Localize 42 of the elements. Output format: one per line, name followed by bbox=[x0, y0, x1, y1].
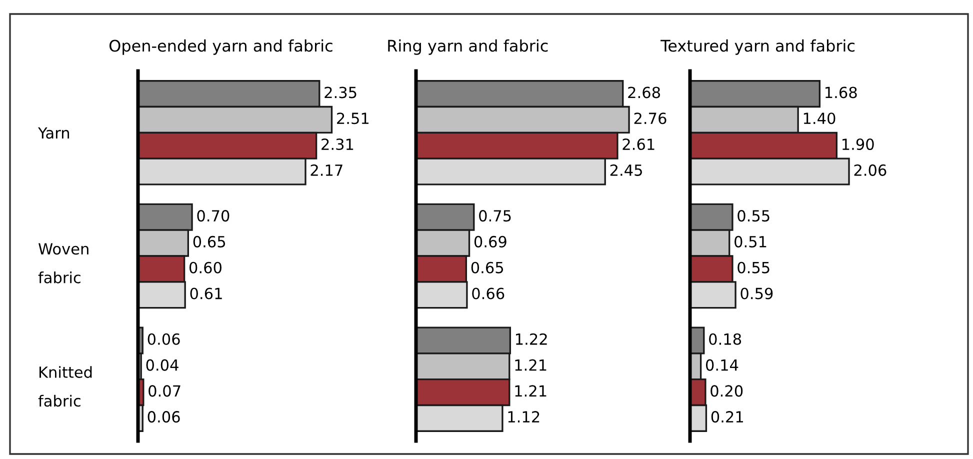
data-label: 0.55 bbox=[738, 210, 770, 222]
data-label: 0.14 bbox=[706, 359, 738, 371]
data-label: 1.22 bbox=[516, 333, 547, 345]
data-label: 0.18 bbox=[709, 333, 742, 345]
data-label: 0.51 bbox=[734, 236, 766, 248]
data-label: 2.31 bbox=[322, 138, 354, 150]
data-label: 2.68 bbox=[628, 86, 660, 98]
chart-title: Open-ended yarn and fabric bbox=[109, 39, 332, 55]
y-tick-label: Woven fabric bbox=[38, 243, 88, 284]
data-label: 0.59 bbox=[740, 288, 773, 300]
data-label: 0.75 bbox=[479, 210, 511, 222]
data-label: 1.12 bbox=[508, 411, 540, 422]
data-label: 0.06 bbox=[148, 411, 180, 423]
y-tick-label: Knitted fabric bbox=[38, 366, 92, 407]
y-tick-label: Yarn bbox=[38, 127, 69, 139]
data-label: 1.40 bbox=[804, 112, 836, 124]
data-label: 0.20 bbox=[710, 385, 743, 397]
chart-title: Textured yarn and fabric bbox=[660, 39, 854, 55]
data-label: 2.61 bbox=[622, 138, 654, 150]
data-label: 1.21 bbox=[515, 385, 546, 396]
data-label: 2.45 bbox=[610, 164, 642, 176]
data-label: 1.90 bbox=[842, 138, 874, 150]
data-label: 0.70 bbox=[197, 210, 230, 222]
data-label: 0.04 bbox=[146, 359, 178, 371]
data-label: 2.35 bbox=[324, 86, 356, 98]
data-label: 0.21 bbox=[711, 411, 743, 423]
data-label: 0.65 bbox=[193, 236, 226, 248]
data-label: 0.65 bbox=[471, 262, 504, 274]
data-label: 0.66 bbox=[472, 288, 504, 300]
data-label: 0.60 bbox=[189, 262, 222, 274]
data-label: 0.61 bbox=[190, 288, 222, 300]
data-label: 0.07 bbox=[148, 385, 180, 397]
data-label: 1.68 bbox=[826, 86, 857, 98]
data-label: 2.76 bbox=[634, 112, 666, 124]
data-label: 2.06 bbox=[854, 164, 886, 176]
data-label: 0.55 bbox=[738, 262, 770, 274]
data-label: 1.21 bbox=[515, 359, 546, 371]
data-label: 0.69 bbox=[474, 236, 506, 248]
data-label: 2.17 bbox=[310, 164, 342, 176]
chart-title: Ring yarn and fabric bbox=[388, 39, 548, 55]
data-label: 0.06 bbox=[148, 333, 180, 345]
data-label: 2.51 bbox=[337, 112, 369, 124]
